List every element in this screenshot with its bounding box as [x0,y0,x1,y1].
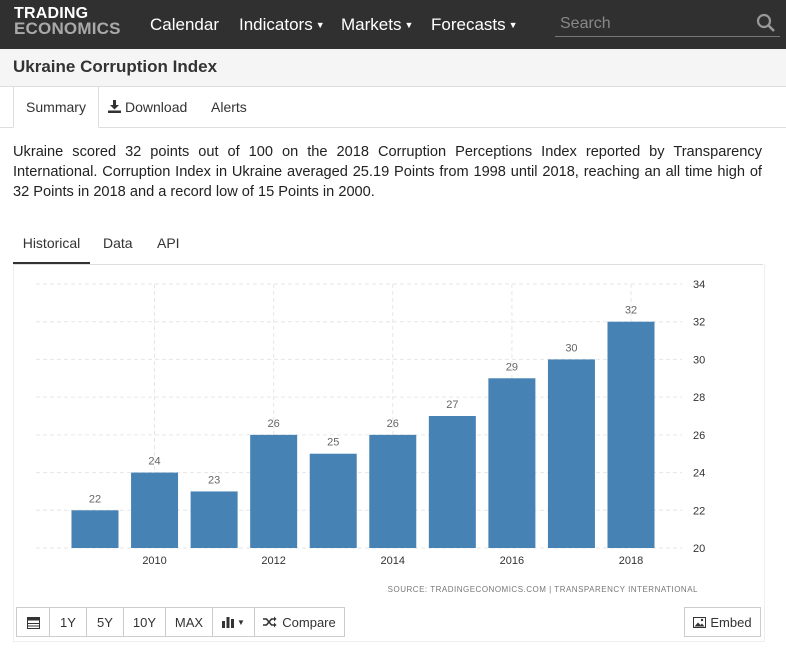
caret-down-icon: ▼ [508,19,518,30]
range-max-button[interactable]: MAX [165,607,213,637]
compare-button[interactable]: Compare [254,607,345,637]
bar-chart: 20 22 24 26 28 30 32 34 2010 2012 2014 2016 2018 22 24… [36,279,705,594]
nav-label: Forecasts [431,14,506,34]
x-tick-label: 2010 [142,555,166,567]
chart-type-button[interactable]: ▼ [212,607,255,637]
bar [428,416,476,548]
page-title: Ukraine Corruption Index [13,57,218,76]
bar [547,359,595,548]
nav-indicators[interactable]: Indicators ▼ [239,0,325,49]
chart-toolbar: 1Y 5Y 10Y MAX ▼ Compare [16,607,345,637]
chart-source-label: SOURCE: TRADINGECONOMICS.COM | TRANSPARE… [388,585,698,594]
bar [607,321,655,548]
bar [71,510,119,548]
bar-value-label: 23 [208,474,220,486]
bar-value-label: 26 [387,418,399,430]
chart-tabs: Historical Data API [13,226,763,265]
bar [369,434,417,548]
image-icon [693,616,707,628]
y-tick-label: 34 [693,279,705,291]
y-tick-label: 24 [693,468,705,480]
chart-bars [71,321,655,548]
button-label: 5Y [97,614,113,630]
button-label: Embed [710,614,752,630]
y-tick-label: 32 [693,317,705,329]
top-navigation-bar: TRADING ECONOMICS Calendar Indicators ▼ … [0,0,786,49]
bar [488,378,536,548]
range-10y-button[interactable]: 10Y [123,607,166,637]
search-input[interactable] [555,12,780,37]
tab-label: Data [103,235,133,251]
bar-value-label: 29 [506,361,518,373]
button-label: Compare [282,614,336,630]
tab-label: Summary [26,99,86,115]
y-tick-label: 30 [693,354,705,366]
bar [309,453,357,548]
shuffle-icon [263,616,277,628]
x-tick-label: 2014 [381,555,405,567]
x-tick-label: 2012 [261,555,285,567]
bar-value-label: 26 [268,418,280,430]
tab-data[interactable]: Data [103,226,133,262]
tab-historical[interactable]: Historical [13,226,90,264]
y-tick-label: 20 [693,543,705,555]
x-tick-label: 2018 [619,555,643,567]
logo-line2: ECONOMICS [14,19,121,38]
bar-value-label: 30 [565,342,577,354]
tab-summary[interactable]: Summary [13,87,99,128]
bar-value-label: 32 [625,305,637,317]
tab-alerts[interactable]: Alerts [211,87,247,127]
button-label: 1Y [60,614,76,630]
search-icon[interactable] [756,13,776,33]
bar [131,472,179,548]
y-tick-label: 26 [693,430,705,442]
tab-label: Alerts [211,99,247,115]
bar-value-label: 27 [446,399,458,411]
calendar-icon [26,616,40,629]
chart-labels: 20 22 24 26 28 30 32 34 2010 2012 2014 2016 2018 22 24… [89,279,705,567]
tab-api[interactable]: API [157,226,180,262]
bar-value-label: 25 [327,437,339,449]
bar-chart-icon [222,617,235,628]
bar [250,434,298,548]
caret-down-icon: ▼ [404,19,414,30]
button-label: 10Y [132,614,157,630]
trading-economics-logo[interactable]: TRADING ECONOMICS [14,5,134,38]
tab-download[interactable]: Download [108,87,187,127]
nav-calendar[interactable]: Calendar [150,0,219,49]
bar-value-label: 22 [89,493,101,505]
logo-line1: TRADING [14,5,89,22]
page-tabs: Summary Download Alerts [0,87,786,128]
tab-label: Download [125,99,188,115]
nav-forecasts[interactable]: Forecasts ▼ [431,0,518,49]
y-tick-label: 28 [693,392,705,404]
range-5y-button[interactable]: 5Y [86,607,124,637]
chart-panel [13,264,765,642]
indicator-description: Ukraine scored 32 points out of 100 on t… [13,144,762,200]
bar-value-label: 24 [148,456,160,468]
nav-label: Calendar [150,14,219,34]
range-1y-button[interactable]: 1Y [49,607,87,637]
nav-markets[interactable]: Markets ▼ [341,0,413,49]
nav-label: Markets [341,14,402,34]
tab-label: API [157,235,180,251]
title-bar: Ukraine Corruption Index [0,49,786,87]
caret-down-icon: ▼ [315,19,325,30]
calendar-button[interactable] [16,607,50,637]
x-tick-label: 2016 [500,555,524,567]
caret-down-icon: ▼ [237,617,245,627]
bar [190,491,238,548]
nav-label: Indicators [239,14,313,34]
tab-label: Historical [22,235,81,251]
y-tick-label: 22 [693,505,705,517]
button-label: MAX [174,614,204,630]
download-icon [108,100,121,113]
embed-button[interactable]: Embed [684,607,761,637]
